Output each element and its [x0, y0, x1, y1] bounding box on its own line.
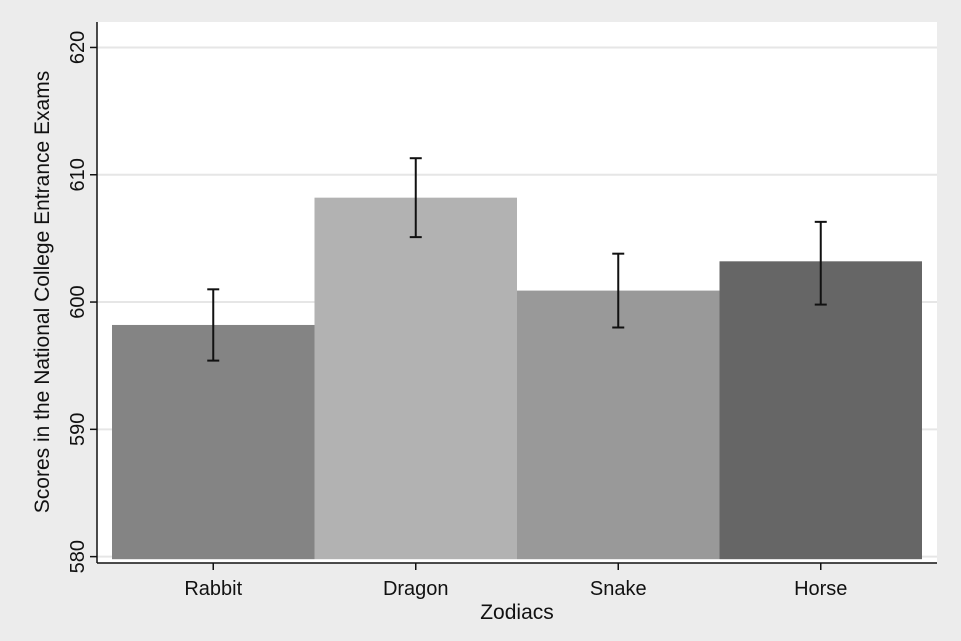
bar [314, 197, 517, 560]
error-bars [207, 157, 827, 362]
x-axis-title: Zodiacs [480, 601, 554, 624]
y-tick-label: 580 [67, 540, 89, 573]
y-tick-label: 620 [67, 31, 89, 64]
x-tick-label: Horse [794, 578, 847, 600]
x-tick-label: Dragon [383, 578, 449, 600]
x-tick-label: Snake [590, 578, 647, 600]
bar [112, 324, 315, 560]
y-tick-label: 610 [67, 158, 89, 191]
bars [112, 197, 922, 560]
bar [517, 290, 720, 560]
y-tick-label: 590 [67, 413, 89, 446]
y-axis-ticks: 580 590 600 610 620 [67, 31, 97, 573]
x-tick-label: Rabbit [184, 578, 242, 600]
bar [719, 261, 922, 560]
y-axis-title: Scores in the National College Entrance … [31, 71, 54, 513]
x-axis-ticks: Rabbit Dragon Snake Horse [184, 563, 847, 600]
y-tick-label: 600 [67, 285, 89, 318]
